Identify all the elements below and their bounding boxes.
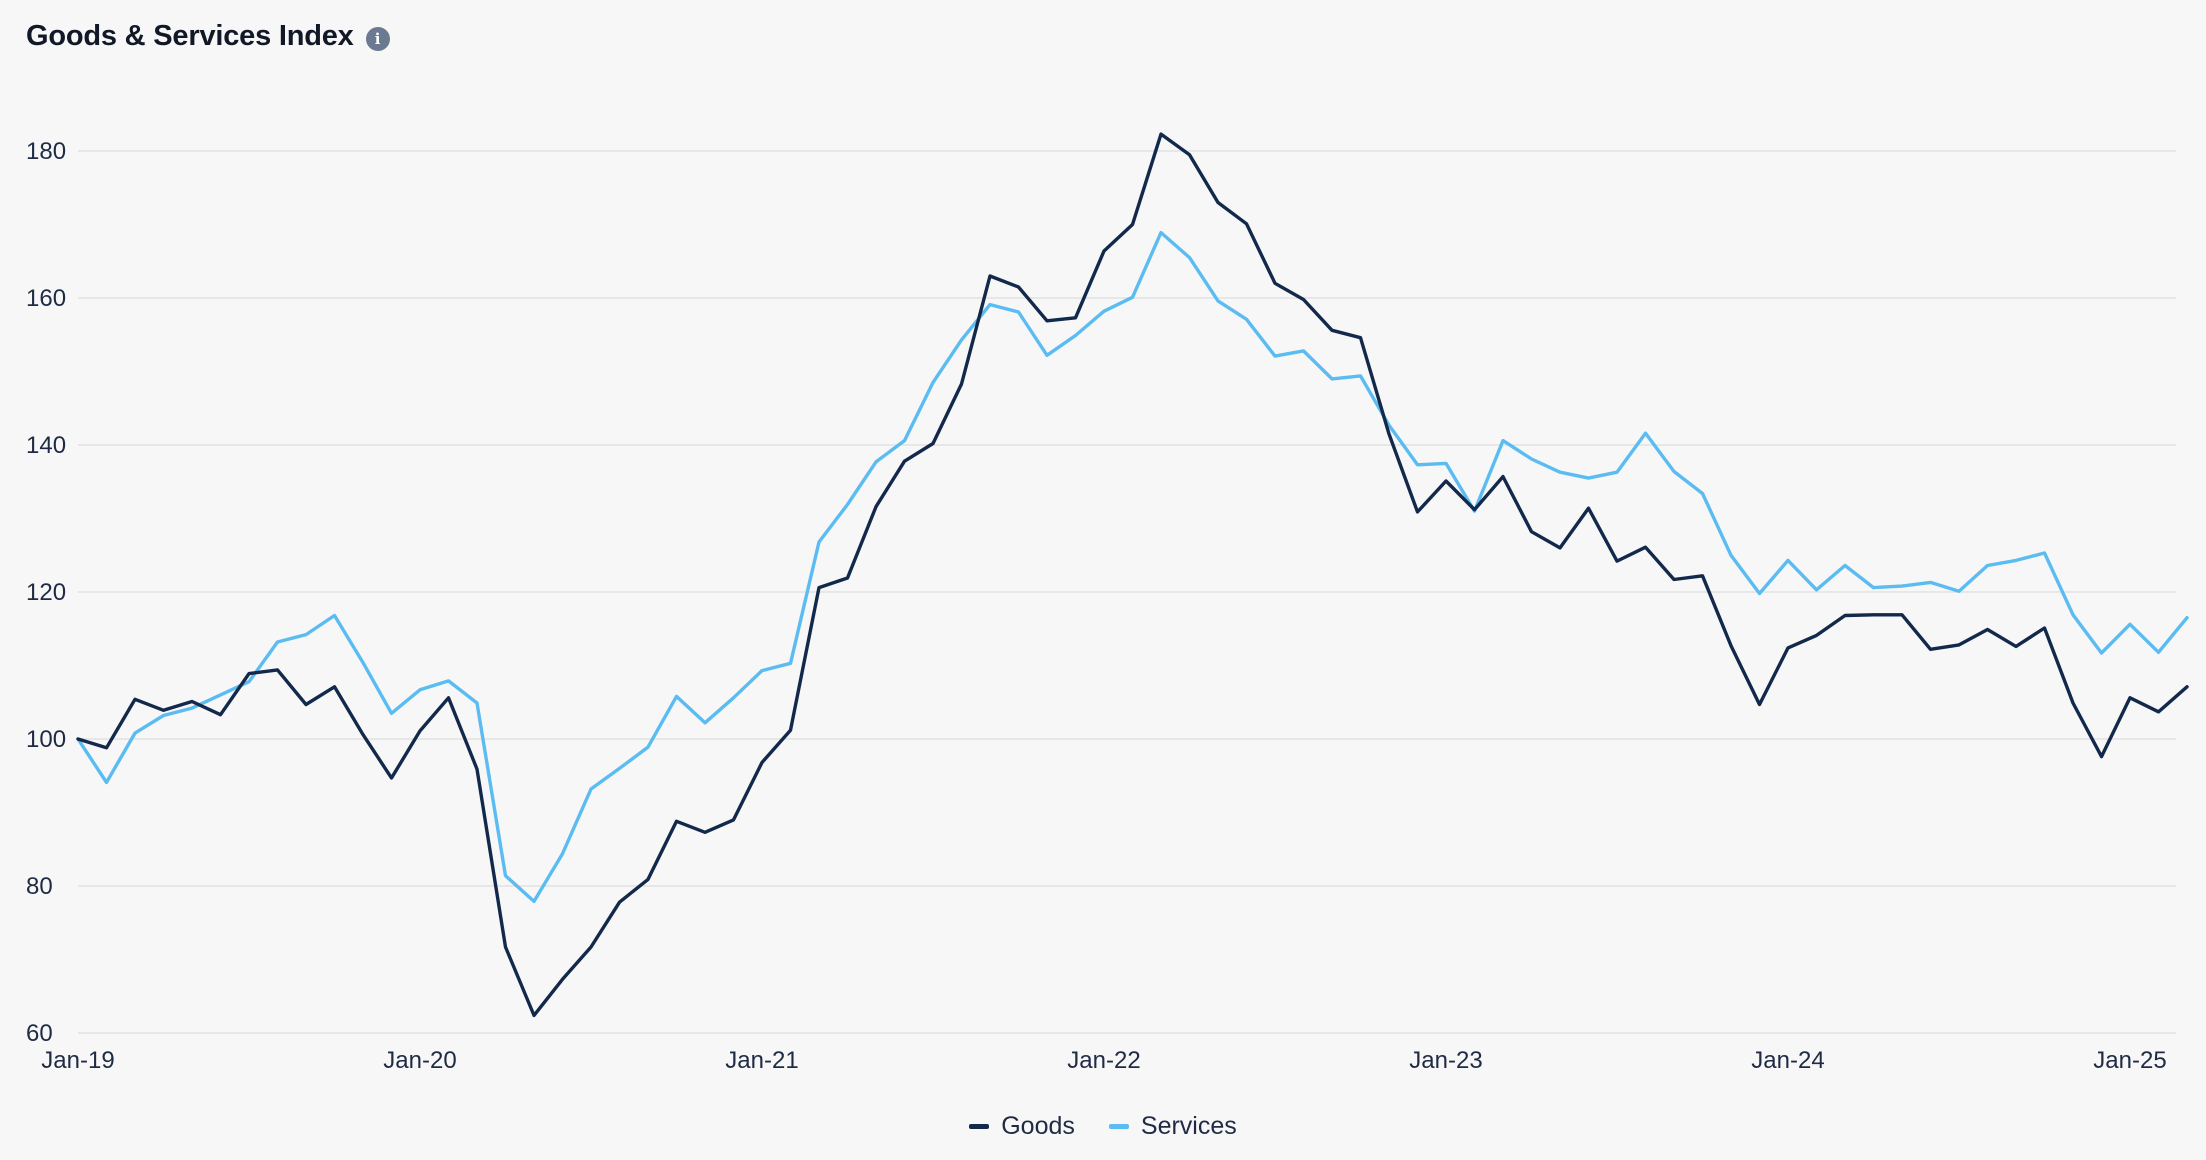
series-line-services[interactable] (76, 230, 2189, 904)
x-tick-label: Jan-23 (1409, 1047, 1482, 1074)
y-tick-label: 180 (26, 138, 66, 165)
x-tick-label: Jan-21 (725, 1047, 798, 1074)
legend-label-services: Services (1140, 1112, 1237, 1140)
chart-header: Goods & Services Index i (26, 20, 390, 53)
series-line-goods[interactable] (76, 132, 2189, 1018)
legend-item-services[interactable]: Services (1108, 1112, 1237, 1141)
x-tick-label: Jan-22 (1067, 1047, 1140, 1074)
chart-legend: Goods Services (0, 1112, 2206, 1141)
x-tick-label: Jan-20 (383, 1047, 456, 1074)
y-tick-label: 100 (26, 726, 66, 753)
x-tick-label: Jan-24 (1751, 1047, 1824, 1074)
y-tick-label: 80 (26, 873, 53, 900)
chart-title: Goods & Services Index (26, 20, 354, 52)
line-chart: 60 80 100 120 140 160 180 Jan-19 Jan-20 Jan-21 Jan… (26, 132, 2189, 1074)
legend-item-goods[interactable]: Goods (969, 1112, 1075, 1141)
legend-swatch-services (1108, 1124, 1129, 1129)
y-tick-label: 120 (26, 579, 66, 606)
y-tick-label: 60 (26, 1020, 53, 1047)
info-icon[interactable]: i (365, 26, 390, 51)
y-tick-label: 160 (26, 285, 66, 312)
x-tick-label: Jan-25 (2093, 1047, 2166, 1074)
x-tick-label: Jan-19 (41, 1047, 114, 1074)
y-tick-label: 140 (26, 432, 66, 459)
legend-swatch-goods (969, 1124, 990, 1129)
legend-label-goods: Goods (1001, 1112, 1075, 1140)
